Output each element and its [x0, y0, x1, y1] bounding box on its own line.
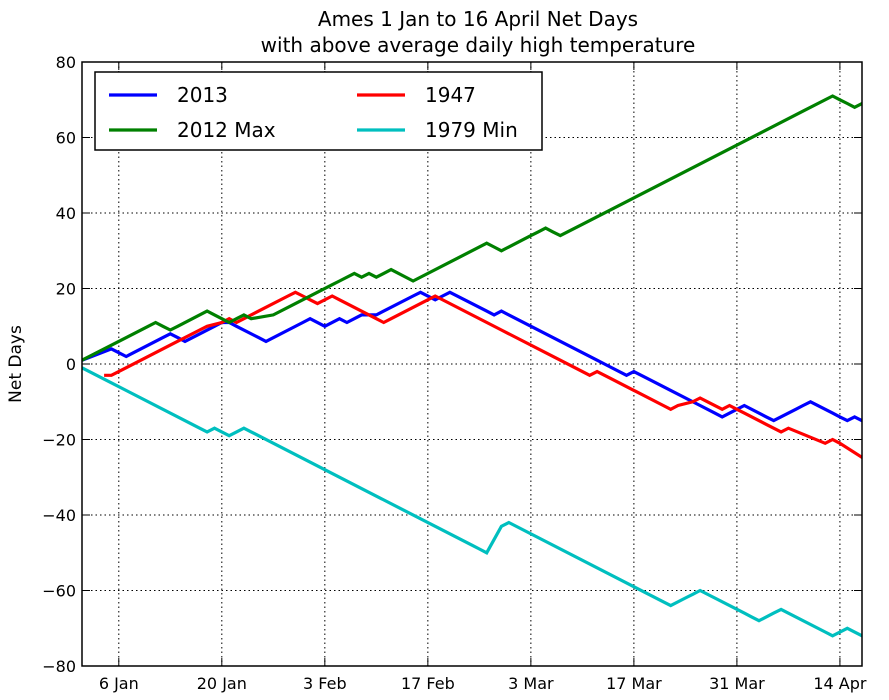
x-tick-label-5: 17 Mar	[606, 674, 662, 693]
y-axis-label: Net Days	[6, 325, 26, 403]
x-tick-label-6: 31 Mar	[709, 674, 765, 693]
x-tick-label-1: 20 Jan	[197, 674, 247, 693]
y-tick-label-1: 60	[56, 129, 76, 148]
y-tick-label-5: −20	[42, 431, 76, 450]
series-lines	[82, 94, 862, 638]
legend-label-3: 1979 Min	[425, 118, 518, 142]
y-tick-label-4: 0	[66, 355, 76, 374]
y-tick-label-3: 20	[56, 280, 76, 299]
legend-label-0: 2013	[177, 83, 228, 107]
legend-label-2: 2012 Max	[177, 118, 276, 142]
y-tick-label-7: −60	[42, 582, 76, 601]
series-line-0	[82, 290, 862, 423]
legend: 2013 1947 2012 Max 1979 Min	[94, 71, 543, 151]
tick-labels: 6 Jan 20 Jan 3 Feb 17 Feb 3 Mar 17 Mar 31 Mar 1…	[42, 53, 867, 693]
y-tick-label-8: −80	[42, 657, 76, 676]
x-tick-label-4: 3 Mar	[508, 674, 554, 693]
y-tick-label-2: 40	[56, 204, 76, 223]
series-line-3	[82, 366, 862, 638]
legend-label-1: 1947	[425, 83, 476, 107]
axes	[81, 61, 863, 667]
x-tick-label-3: 17 Feb	[401, 674, 455, 693]
y-tick-label-6: −40	[42, 506, 76, 525]
series-line-1	[104, 290, 862, 460]
y-tick-label-0: 80	[56, 53, 76, 72]
chart-title: Ames 1 Jan to 16 April Net Days	[318, 7, 638, 31]
x-tick-label-7: 14 Apr	[813, 674, 867, 693]
chart-subtitle: with above average daily high temperatur…	[261, 33, 696, 57]
grid	[82, 61, 862, 667]
series-line-2	[82, 94, 862, 362]
x-tick-label-0: 6 Jan	[99, 674, 139, 693]
x-tick-label-2: 3 Feb	[303, 674, 347, 693]
legend-box	[94, 71, 543, 151]
